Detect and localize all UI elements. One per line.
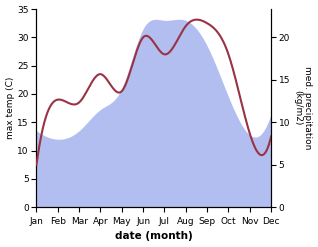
X-axis label: date (month): date (month) [115,231,193,242]
Y-axis label: max temp (C): max temp (C) [5,77,15,139]
Y-axis label: med. precipitation
(kg/m2): med. precipitation (kg/m2) [293,66,313,150]
